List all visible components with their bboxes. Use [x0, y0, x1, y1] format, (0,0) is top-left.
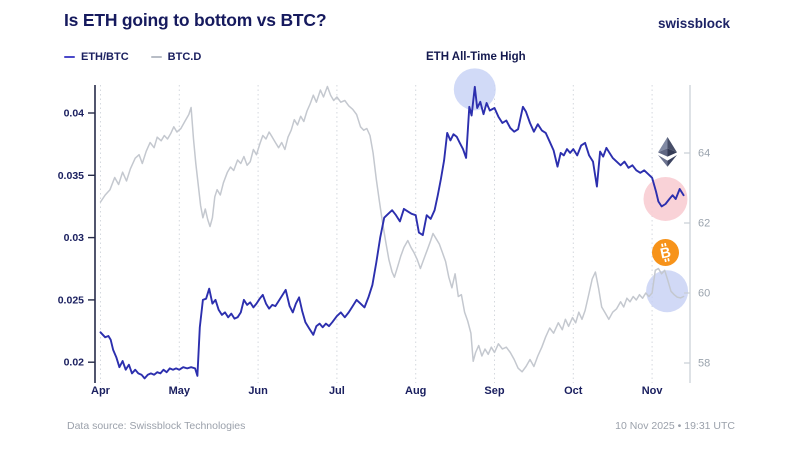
- data-source-text: Data source: Swissblock Technologies: [67, 420, 246, 432]
- page-title: Is ETH going to bottom vs BTC?: [64, 10, 327, 30]
- right-axis-label: 62: [698, 218, 710, 230]
- right-axis-label: 64: [698, 148, 710, 160]
- legend-item-ethbtc[interactable]: ETH/BTC: [64, 51, 129, 63]
- x-axis-label-sep: Sep: [484, 385, 504, 397]
- legend-label-ethbtc: ETH/BTC: [81, 51, 129, 63]
- btcd-end-highlight: [646, 270, 689, 313]
- ethereum-icon: [657, 137, 678, 167]
- x-axis-label-jul: Jul: [329, 385, 345, 397]
- left-axis-label: 0.025: [58, 294, 84, 306]
- series-line-ethbtc: [99, 85, 685, 380]
- x-axis-label-nov: Nov: [642, 385, 664, 397]
- x-axis-label-may: May: [169, 385, 191, 397]
- right-axis-label: 58: [698, 358, 710, 370]
- svg-text:B: B: [659, 245, 673, 263]
- brand-logo: swissblock: [657, 16, 730, 31]
- series-line-btcd: [99, 85, 685, 373]
- left-axis-label: 0.04: [64, 108, 85, 120]
- legend: ETH/BTC BTC.D: [64, 51, 201, 63]
- legend-label-btcd: BTC.D: [167, 51, 202, 63]
- legend-swatch-btcd: [150, 55, 162, 59]
- left-axis-label: 0.035: [58, 170, 84, 182]
- x-axis-label-aug: Aug: [405, 385, 426, 397]
- x-axis-label-apr: Apr: [91, 385, 111, 397]
- legend-item-btcd[interactable]: BTC.D: [150, 51, 202, 63]
- eth-ath-annotation: ETH All-Time High: [426, 51, 526, 63]
- eth-end-highlight: [643, 176, 688, 221]
- timestamp-text: 10 Nov 2025 • 19:31 UTC: [615, 420, 735, 432]
- left-axis-label: 0.02: [64, 357, 85, 369]
- x-axis-label-jun: Jun: [248, 385, 268, 397]
- right-axis-label: 60: [698, 288, 710, 300]
- left-axis-label: 0.03: [64, 232, 85, 244]
- x-axis-label-oct: Oct: [564, 385, 583, 397]
- legend-swatch-ethbtc: [64, 55, 75, 59]
- bitcoin-icon: B: [652, 239, 679, 266]
